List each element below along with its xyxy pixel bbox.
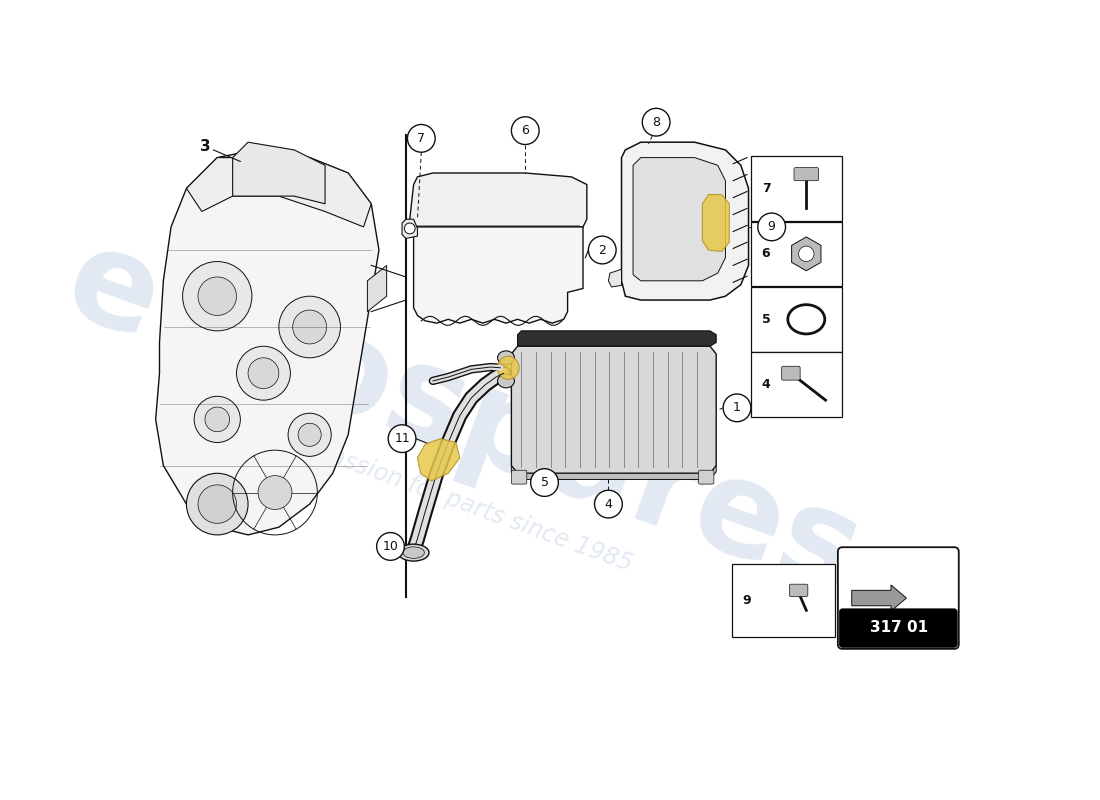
Circle shape <box>388 425 416 453</box>
FancyBboxPatch shape <box>790 584 807 597</box>
FancyBboxPatch shape <box>751 353 843 417</box>
Polygon shape <box>512 346 716 474</box>
Text: 5: 5 <box>761 313 770 326</box>
Polygon shape <box>517 331 716 346</box>
Circle shape <box>194 396 240 442</box>
Circle shape <box>288 414 331 456</box>
Circle shape <box>258 476 292 510</box>
Text: 4: 4 <box>761 378 770 391</box>
Text: a passion for parts since 1985: a passion for parts since 1985 <box>292 432 636 577</box>
Circle shape <box>248 358 278 389</box>
Circle shape <box>799 246 814 262</box>
Text: 7: 7 <box>761 182 770 195</box>
Text: 5: 5 <box>540 476 549 489</box>
Text: 4: 4 <box>605 498 613 510</box>
FancyBboxPatch shape <box>751 222 843 286</box>
FancyBboxPatch shape <box>751 156 843 221</box>
Polygon shape <box>367 266 387 311</box>
Text: eurospares: eurospares <box>50 217 878 622</box>
Polygon shape <box>186 158 372 227</box>
Circle shape <box>183 262 252 331</box>
Circle shape <box>758 213 785 241</box>
Ellipse shape <box>403 547 425 558</box>
Text: 3: 3 <box>200 138 211 154</box>
Polygon shape <box>703 194 729 251</box>
Text: 6: 6 <box>761 247 770 260</box>
Circle shape <box>723 394 751 422</box>
Circle shape <box>376 533 405 560</box>
Polygon shape <box>414 227 583 323</box>
Circle shape <box>236 346 290 400</box>
Text: 11: 11 <box>394 432 410 445</box>
Polygon shape <box>608 270 622 287</box>
Text: 6: 6 <box>521 124 529 137</box>
FancyBboxPatch shape <box>782 366 800 380</box>
Circle shape <box>298 423 321 446</box>
FancyBboxPatch shape <box>839 609 957 647</box>
FancyBboxPatch shape <box>732 564 835 637</box>
Polygon shape <box>409 173 586 227</box>
Circle shape <box>530 469 559 496</box>
Text: 1: 1 <box>733 402 741 414</box>
Polygon shape <box>156 150 378 535</box>
Circle shape <box>186 474 249 535</box>
Text: 2: 2 <box>598 243 606 257</box>
Circle shape <box>594 490 623 518</box>
Text: 8: 8 <box>652 116 660 129</box>
Circle shape <box>642 108 670 136</box>
FancyBboxPatch shape <box>512 470 527 484</box>
Ellipse shape <box>398 544 429 561</box>
Polygon shape <box>851 585 906 611</box>
FancyBboxPatch shape <box>698 470 714 484</box>
Polygon shape <box>418 438 460 481</box>
Circle shape <box>588 236 616 264</box>
Text: 7: 7 <box>417 132 426 145</box>
Ellipse shape <box>497 356 519 379</box>
FancyBboxPatch shape <box>751 287 843 352</box>
Polygon shape <box>621 142 749 300</box>
Text: 10: 10 <box>383 540 398 553</box>
Ellipse shape <box>497 374 515 388</box>
Circle shape <box>407 125 436 152</box>
Circle shape <box>198 485 236 523</box>
Text: 9: 9 <box>742 594 751 607</box>
Text: 9: 9 <box>768 220 776 234</box>
Ellipse shape <box>497 351 515 365</box>
FancyBboxPatch shape <box>838 547 959 649</box>
Text: 317 01: 317 01 <box>870 620 927 635</box>
Polygon shape <box>232 142 326 204</box>
Circle shape <box>205 407 230 432</box>
Circle shape <box>405 223 415 234</box>
Polygon shape <box>403 219 418 238</box>
Circle shape <box>278 296 341 358</box>
Circle shape <box>198 277 236 315</box>
FancyBboxPatch shape <box>794 168 818 181</box>
Circle shape <box>293 310 327 344</box>
Circle shape <box>512 117 539 145</box>
Polygon shape <box>634 158 726 281</box>
Polygon shape <box>512 466 716 479</box>
